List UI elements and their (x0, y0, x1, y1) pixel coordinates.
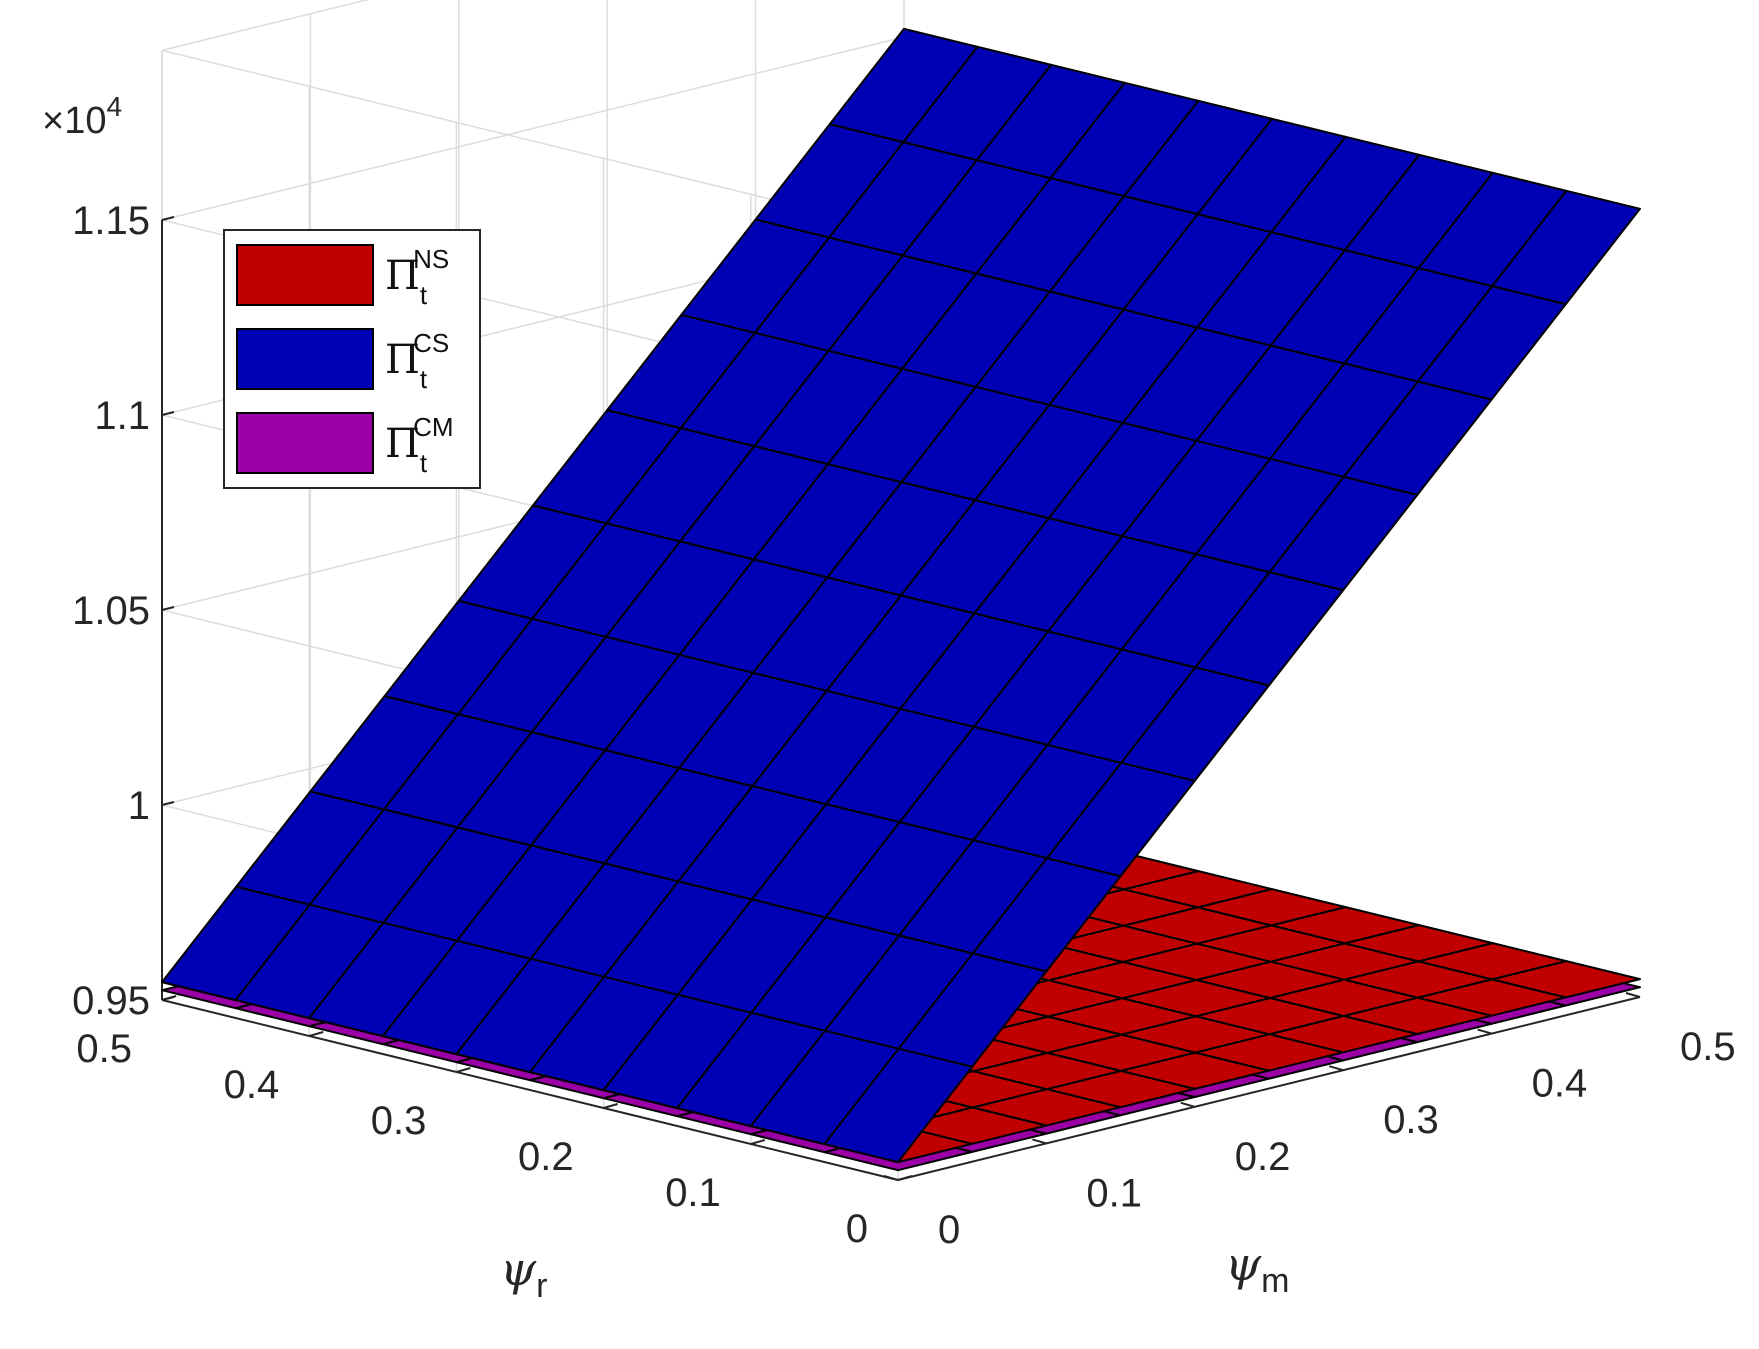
legend: ΠtNS ΠtCS ΠtCM (223, 229, 481, 489)
x-tick-label: 0.1 (1086, 1171, 1142, 1215)
legend-swatch-cs (236, 328, 374, 390)
surface-layer (161, 27, 1641, 1172)
y-tick-label: 0.2 (518, 1135, 574, 1179)
legend-entry-cs: ΠtCS (236, 328, 449, 394)
z-tick-label: 0.95 (72, 979, 150, 1023)
y-tick-mark (308, 1031, 324, 1037)
surface-patch-cs (1491, 189, 1641, 306)
x-tick-mark (1328, 1065, 1344, 1072)
z-exponent-label: ×104 (42, 91, 122, 142)
x-tick-label: 0.2 (1235, 1135, 1291, 1179)
y-tick-label: 0.5 (76, 1027, 132, 1071)
x-tick-mark (1477, 1028, 1492, 1035)
tick-labels: 0.95 1 1.05 1.1 1.15 0 0.1 0.2 0.3 0.4 0.5 0 0.1 0.2 0… (72, 199, 1735, 1252)
y-tick-mark (161, 995, 177, 1001)
axis-labels: ×104 ψr ψm (42, 91, 1289, 1305)
z-tick-mark (161, 606, 175, 611)
x-tick-mark (1625, 992, 1641, 998)
grid-line-z-right (161, 36, 905, 221)
y-tick-mark (603, 1103, 618, 1109)
z-tick-label: 1.1 (94, 394, 150, 438)
x-tick-mark (1180, 1101, 1196, 1108)
y-tick-mark (456, 1067, 471, 1073)
z-tick-label: 1.05 (72, 589, 150, 633)
y-tick-label: 0.3 (371, 1099, 427, 1143)
y-tick-label: 0 (846, 1207, 868, 1251)
legend-entry-cm: ΠtCM (236, 412, 454, 478)
x-tick-label: 0 (938, 1208, 960, 1252)
legend-entry-ns: ΠtNS (236, 244, 449, 310)
surface-patch-ns (1491, 960, 1641, 999)
legend-label-cm: ΠtCM (385, 412, 454, 478)
y-axis-label: ψr (500, 1242, 547, 1305)
grid-line-z-right (161, 0, 370, 52)
x-tick-label: 0.3 (1383, 1098, 1439, 1142)
x-tick-label: 0.4 (1532, 1062, 1588, 1106)
x-tick-mark (1032, 1138, 1047, 1145)
z-tick-label: 1 (128, 784, 150, 828)
y-tick-label: 0.4 (224, 1063, 280, 1107)
legend-label-ns: ΠtNS (385, 244, 449, 310)
x-tick-mark (883, 1175, 899, 1181)
x-tick-label: 0.5 (1680, 1025, 1736, 1069)
legend-swatch-cm (236, 412, 374, 474)
z-tick-label: 1.15 (72, 199, 150, 243)
x-axis-line (897, 996, 1641, 1181)
y-axis-line (161, 999, 899, 1181)
z-tick-mark (161, 411, 175, 416)
y-tick-label: 0.1 (665, 1171, 721, 1215)
legend-label-cs: ΠtCS (385, 328, 449, 394)
z-tick-mark (161, 801, 175, 806)
x-axis-label: ψm (1225, 1237, 1289, 1300)
z-tick-mark (161, 216, 175, 221)
y-tick-mark (897, 1175, 913, 1181)
y-tick-mark (750, 1139, 766, 1145)
legend-swatch-ns (236, 244, 374, 306)
